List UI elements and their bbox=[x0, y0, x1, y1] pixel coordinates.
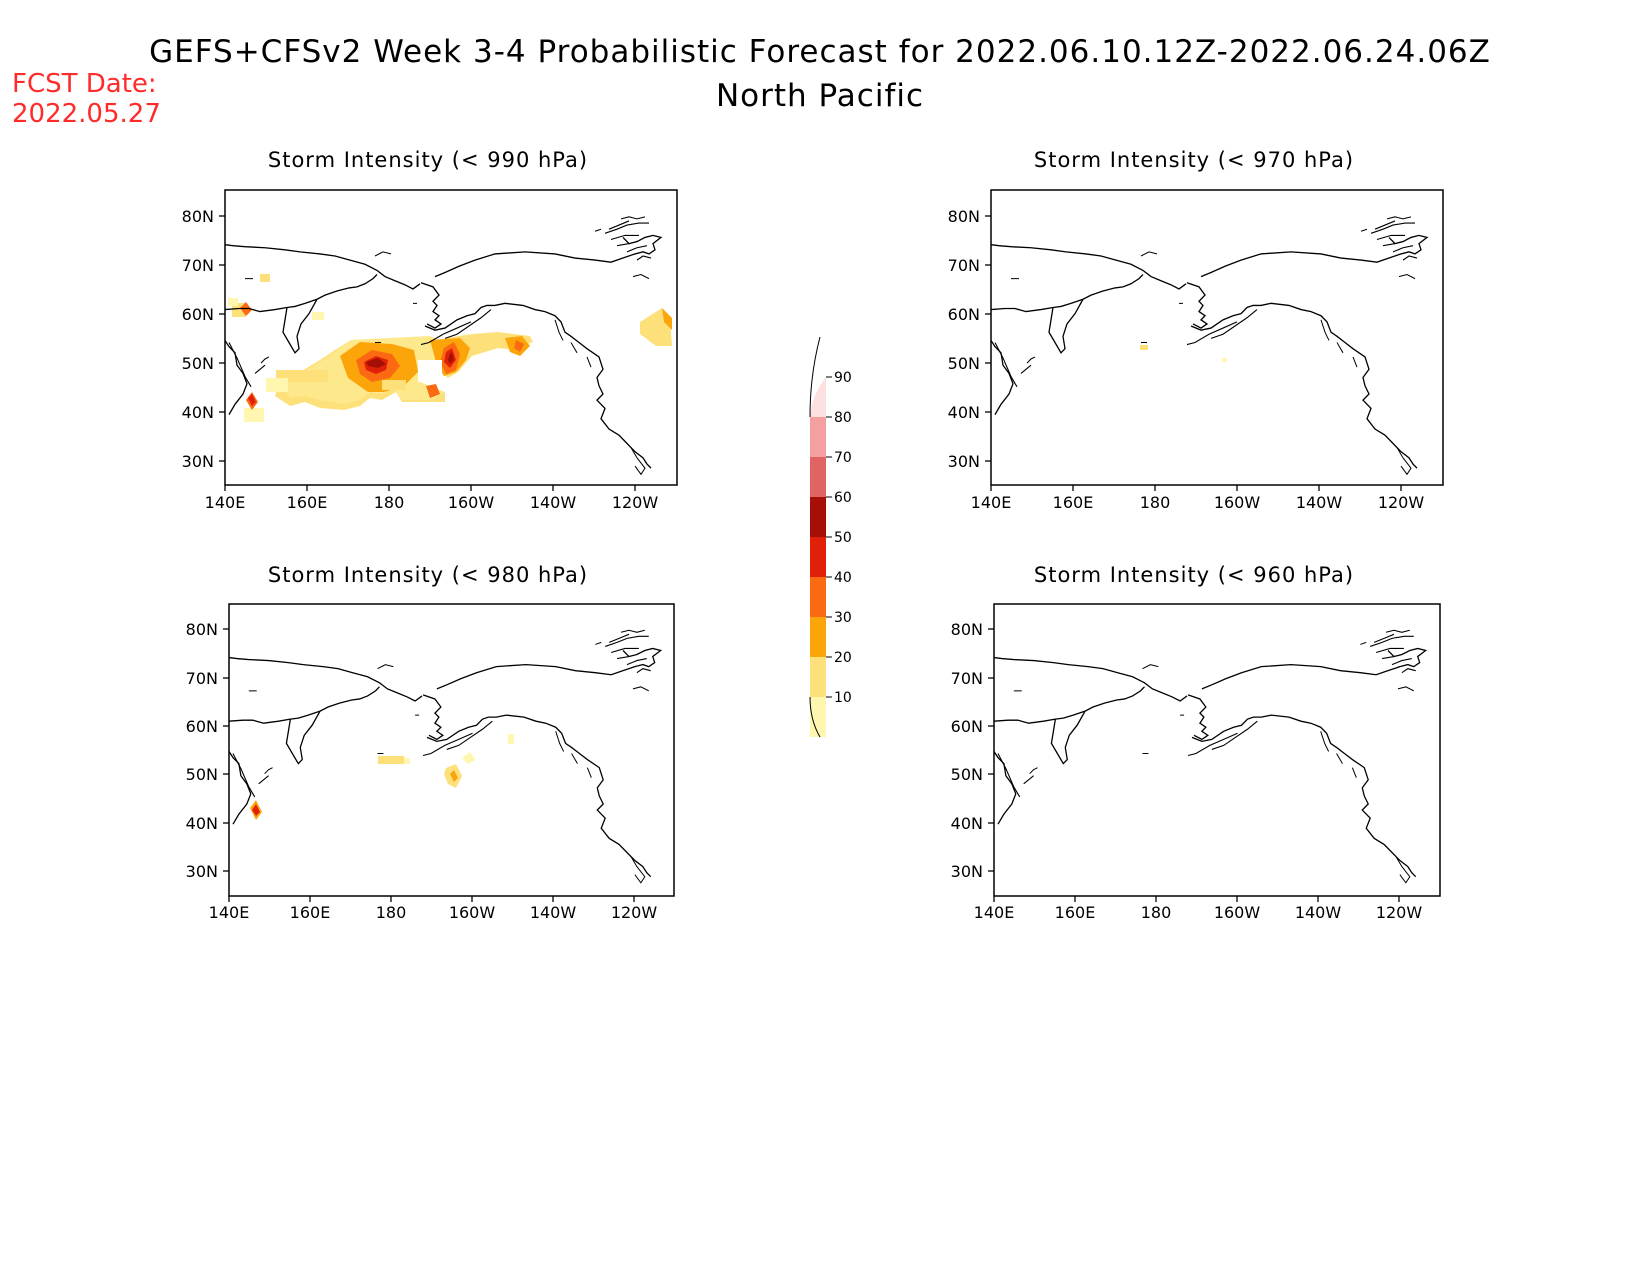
lat-tick-label: 30N bbox=[182, 452, 214, 471]
lat-tick-label: 30N bbox=[951, 862, 983, 881]
lon-tick-label: 140E bbox=[205, 493, 246, 512]
colorbar-label: 70 bbox=[834, 450, 852, 466]
lon-tick-label: 140E bbox=[974, 903, 1015, 922]
lon-tick-label: 120W bbox=[1378, 493, 1425, 512]
panel-970: Storm Intensity (< 970 hPa) 80N 70N 60N … bbox=[948, 148, 1444, 512]
lon-tick-label: 160W bbox=[448, 493, 495, 512]
lat-tick-label: 60N bbox=[182, 305, 214, 324]
lat-tick-label: 40N bbox=[186, 814, 218, 833]
lat-tick-label: 80N bbox=[951, 620, 983, 639]
lat-tick-label: 60N bbox=[186, 717, 218, 736]
lon-tick-label: 140W bbox=[530, 903, 577, 922]
lat-tick-label: 50N bbox=[182, 354, 214, 373]
lon-tick-label: 140W bbox=[530, 493, 577, 512]
lon-tick-label: 160E bbox=[290, 903, 331, 922]
lat-tick-label: 60N bbox=[951, 717, 983, 736]
lat-tick-label: 50N bbox=[951, 765, 983, 784]
panel-title: Storm Intensity (< 960 hPa) bbox=[1034, 563, 1354, 587]
colorbar-segment bbox=[810, 577, 826, 617]
map-frame bbox=[224, 189, 678, 486]
lat-tick-label: 60N bbox=[948, 305, 980, 324]
lon-tick-label: 140W bbox=[1295, 903, 1342, 922]
panel-990: Storm Intensity (< 990 hPa) bbox=[182, 148, 678, 512]
lat-tick-label: 80N bbox=[186, 620, 218, 639]
colorbar-segment bbox=[810, 697, 826, 737]
panel-title: Storm Intensity (< 990 hPa) bbox=[268, 148, 588, 172]
colorbar-label: 50 bbox=[834, 530, 852, 546]
lon-tick-label: 120W bbox=[1376, 903, 1423, 922]
colorbar-segment bbox=[810, 617, 826, 657]
map-frame bbox=[990, 189, 1444, 486]
lat-tick-label: 80N bbox=[182, 207, 214, 226]
map-frame bbox=[228, 603, 675, 897]
map-frame bbox=[993, 603, 1441, 897]
colorbar-label: 10 bbox=[834, 690, 852, 706]
lat-tick-label: 30N bbox=[948, 452, 980, 471]
colorbar-label: 80 bbox=[834, 410, 852, 426]
lon-tick-label: 160E bbox=[1053, 493, 1094, 512]
colorbar-segment bbox=[810, 497, 826, 537]
panel-title: Storm Intensity (< 970 hPa) bbox=[1034, 148, 1354, 172]
lat-tick-label: 40N bbox=[951, 814, 983, 833]
lon-tick-label: 140E bbox=[971, 493, 1012, 512]
panel-title: Storm Intensity (< 980 hPa) bbox=[268, 563, 588, 587]
lon-tick-label: 160W bbox=[1214, 903, 1261, 922]
lon-tick-label: 160E bbox=[287, 493, 328, 512]
lat-tick-label: 70N bbox=[182, 256, 214, 275]
lon-tick-label: 180 bbox=[1140, 493, 1171, 512]
colorbar-label: 40 bbox=[834, 570, 852, 586]
lon-tick-label: 160W bbox=[449, 903, 496, 922]
lon-tick-label: 160E bbox=[1055, 903, 1096, 922]
panel-980: Storm Intensity (< 980 hPa) 80N 70N 60N … bbox=[186, 563, 675, 922]
colorbar-label: 30 bbox=[834, 610, 852, 626]
figure-title: GEFS+CFSv2 Week 3-4 Probabilistic Foreca… bbox=[149, 34, 1491, 70]
lon-tick-label: 180 bbox=[374, 493, 405, 512]
lon-tick-label: 120W bbox=[611, 903, 658, 922]
colorbar-label: 20 bbox=[834, 650, 852, 666]
lat-tick-label: 30N bbox=[186, 862, 218, 881]
lat-tick-label: 70N bbox=[948, 256, 980, 275]
probability-field bbox=[250, 734, 514, 820]
lat-tick-label: 70N bbox=[186, 669, 218, 688]
fcst-date-label: FCST Date: bbox=[12, 69, 157, 99]
figure-subtitle: North Pacific bbox=[716, 78, 924, 114]
colorbar-segment bbox=[810, 417, 826, 457]
colorbar: 90 80 70 60 50 40 30 20 10 bbox=[809, 336, 852, 738]
probability-field bbox=[228, 274, 672, 422]
lon-tick-label: 180 bbox=[376, 903, 407, 922]
lat-tick-label: 50N bbox=[186, 765, 218, 784]
lon-tick-label: 160W bbox=[1214, 493, 1261, 512]
lon-tick-label: 140E bbox=[209, 903, 250, 922]
panel-960: Storm Intensity (< 960 hPa) 80N 70N 60N … bbox=[951, 563, 1441, 922]
colorbar-segment bbox=[810, 537, 826, 577]
probability-field bbox=[1140, 345, 1227, 362]
fcst-date-value: 2022.05.27 bbox=[12, 99, 161, 129]
colorbar-label: 60 bbox=[834, 490, 852, 506]
colorbar-label: 90 bbox=[834, 370, 852, 386]
colorbar-segment bbox=[810, 377, 826, 417]
lat-tick-label: 40N bbox=[182, 403, 214, 422]
lon-tick-label: 180 bbox=[1141, 903, 1172, 922]
colorbar-segment bbox=[810, 457, 826, 497]
colorbar-segment bbox=[810, 657, 826, 697]
lat-tick-label: 50N bbox=[948, 354, 980, 373]
lat-tick-label: 40N bbox=[948, 403, 980, 422]
lon-tick-label: 120W bbox=[612, 493, 659, 512]
lon-tick-label: 140W bbox=[1296, 493, 1343, 512]
lat-tick-label: 70N bbox=[951, 669, 983, 688]
lat-tick-label: 80N bbox=[948, 207, 980, 226]
